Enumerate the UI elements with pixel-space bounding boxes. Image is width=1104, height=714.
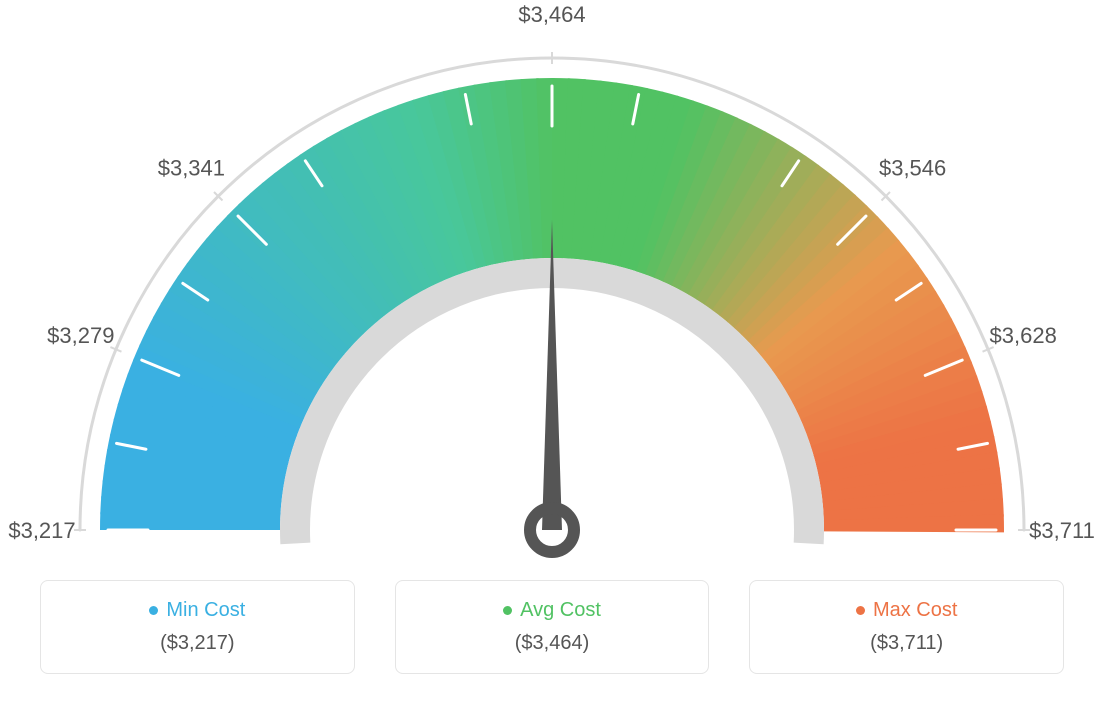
legend-card-min: Min Cost ($3,217)	[40, 580, 355, 674]
dot-icon	[856, 606, 865, 615]
legend-row: Min Cost ($3,217) Avg Cost ($3,464) Max …	[0, 560, 1104, 714]
legend-card-max: Max Cost ($3,711)	[749, 580, 1064, 674]
gauge-tick-label: $3,628	[990, 323, 1057, 348]
gauge-svg: $3,217 $3,279 $3,341 $3,464 $3,546 $3,628 $3,7…	[0, 0, 1104, 560]
legend-title-min: Min Cost	[149, 599, 245, 622]
gauge-tick-label: $3,464	[518, 2, 585, 27]
legend-title-max: Max Cost	[856, 599, 957, 622]
legend-title-avg: Avg Cost	[503, 599, 601, 622]
gauge-tick-label: $3,279	[47, 323, 114, 348]
gauge-tick-label: $3,546	[879, 155, 946, 180]
dot-icon	[503, 606, 512, 615]
dot-icon	[149, 606, 158, 615]
gauge-tick-label: $3,217	[8, 518, 75, 543]
legend-title-text: Max Cost	[873, 599, 957, 622]
legend-title-text: Min Cost	[166, 599, 245, 622]
legend-card-avg: Avg Cost ($3,464)	[395, 580, 710, 674]
legend-value-min: ($3,217)	[51, 632, 344, 655]
legend-value-avg: ($3,464)	[406, 632, 699, 655]
gauge-tick-label: $3,711	[1029, 518, 1095, 543]
legend-value-max: ($3,711)	[760, 632, 1053, 655]
gauge-chart: $3,217 $3,279 $3,341 $3,464 $3,546 $3,628 $3,7…	[0, 0, 1104, 560]
legend-title-text: Avg Cost	[520, 599, 601, 622]
gauge-tick-label: $3,341	[158, 155, 225, 180]
